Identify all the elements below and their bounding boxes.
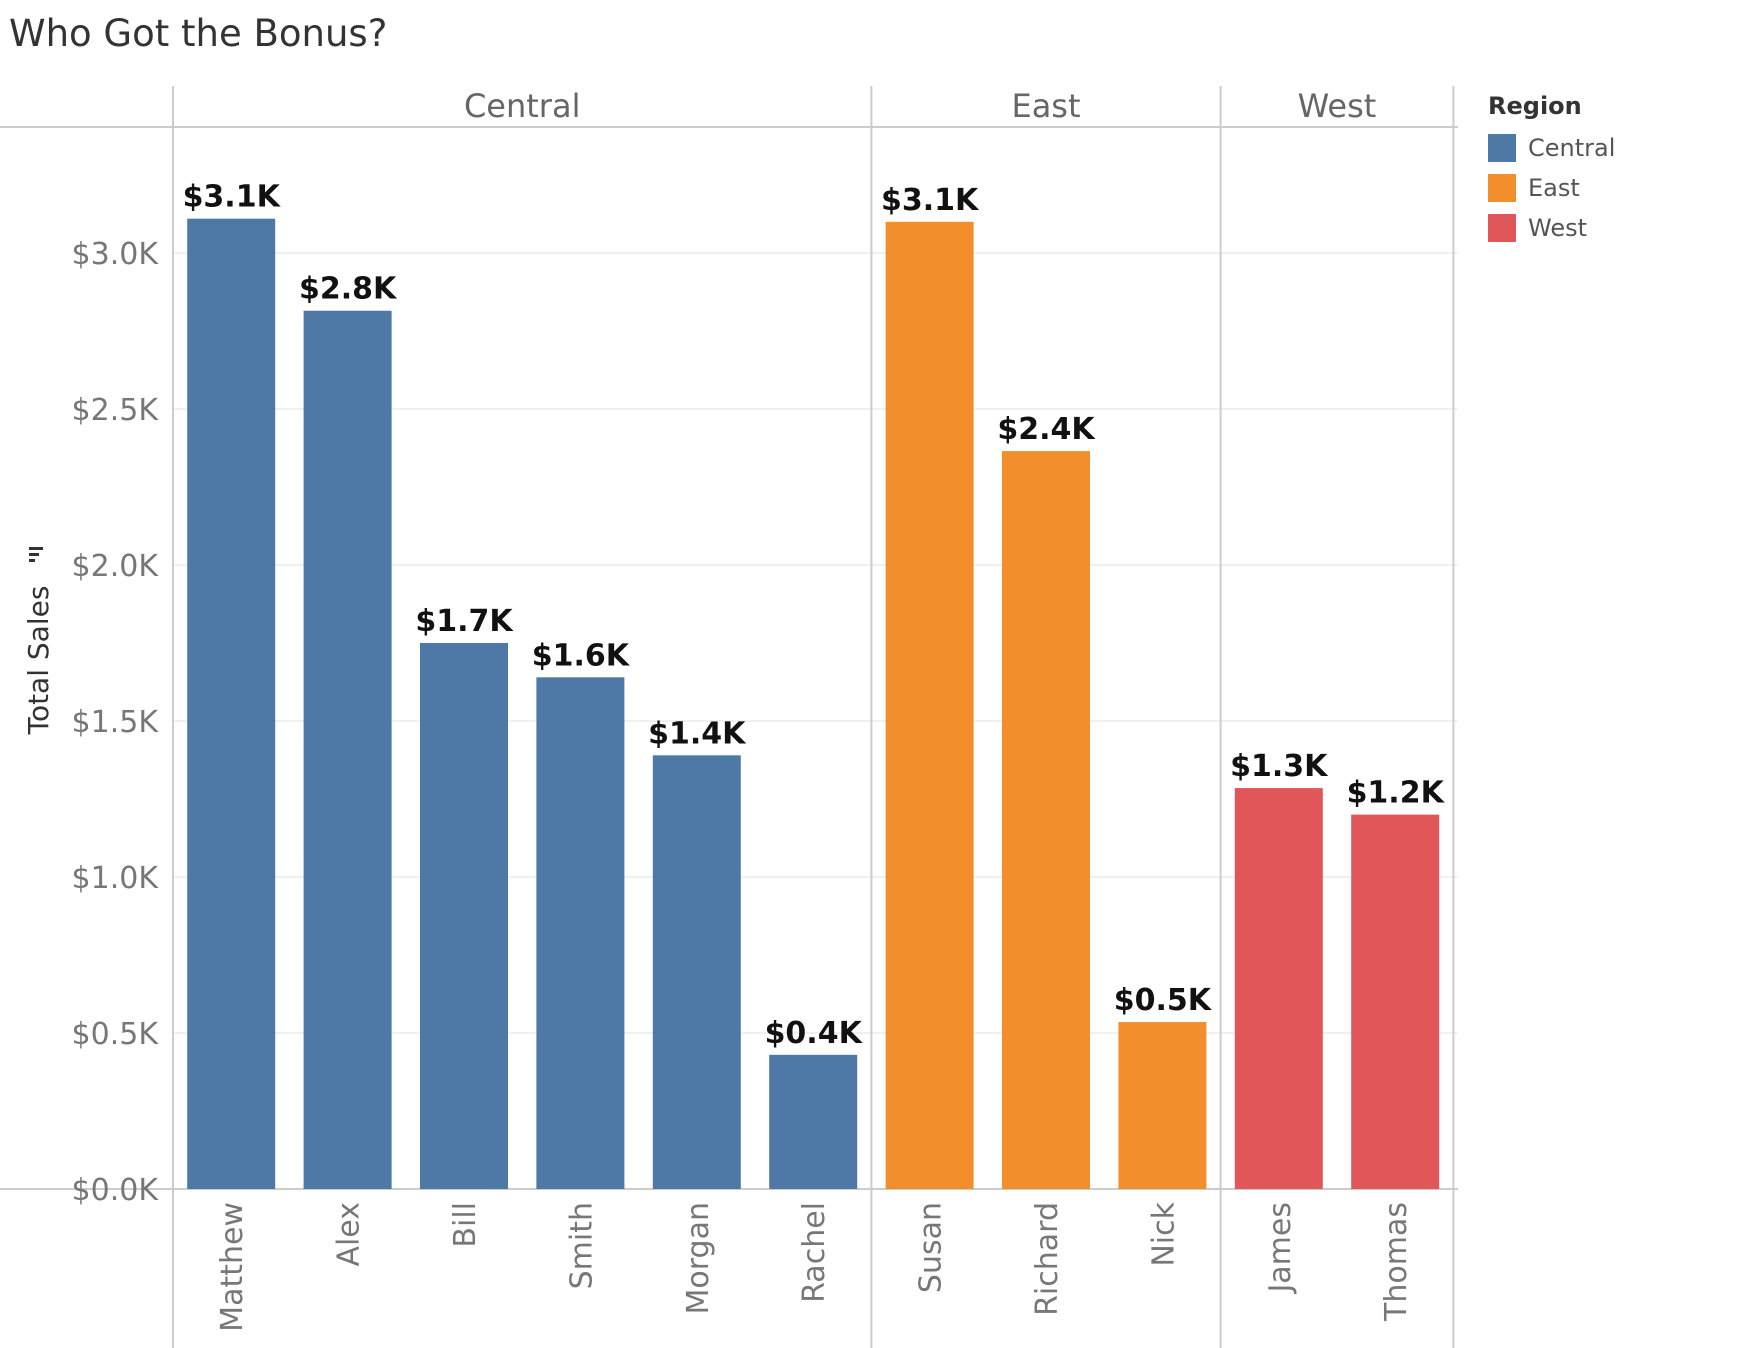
x-tick-label: Nick xyxy=(1146,1201,1181,1266)
y-tick-label: $1.5K xyxy=(72,705,160,740)
sort-icon[interactable] xyxy=(29,547,43,562)
y-axis-title[interactable]: Total Sales xyxy=(22,586,55,736)
data-label: $1.4K xyxy=(648,716,747,751)
bar xyxy=(1234,788,1323,1189)
x-tick-label: James xyxy=(1263,1202,1298,1295)
legend-swatch xyxy=(1488,214,1516,242)
data-label: $3.1K xyxy=(881,183,980,218)
y-tick-label: $3.0K xyxy=(72,237,160,272)
chart-title: Who Got the Bonus? xyxy=(9,12,388,55)
legend-swatch xyxy=(1488,134,1516,162)
data-label: $2.4K xyxy=(997,412,1096,447)
legend-item-central[interactable]: Central xyxy=(1488,128,1615,168)
legend-item-west[interactable]: West xyxy=(1488,208,1615,248)
bar xyxy=(187,218,276,1189)
x-tick-label: Smith xyxy=(564,1202,599,1289)
data-labels: $3.1K $2.8K $1.7K $1.6K $1.4K $0.4K $3.1K $2.4K… xyxy=(183,180,1446,1051)
data-label: $3.1K xyxy=(183,180,282,215)
y-tick-label: $0.0K xyxy=(72,1173,160,1208)
x-tick-label: Alex xyxy=(332,1202,367,1267)
bar xyxy=(420,643,508,1189)
data-label: $1.7K xyxy=(415,604,514,639)
x-tick-label: Morgan xyxy=(681,1202,716,1315)
x-tick-label: Thomas xyxy=(1379,1202,1414,1322)
data-label: $1.6K xyxy=(532,638,631,673)
x-tick-label: Susan xyxy=(914,1202,949,1293)
x-tick-label: Matthew xyxy=(215,1202,250,1332)
bar xyxy=(769,1054,858,1189)
legend-label: West xyxy=(1528,214,1588,242)
data-label: $2.8K xyxy=(299,272,398,307)
bars xyxy=(187,218,1440,1190)
region-header: Central xyxy=(464,87,581,125)
bar xyxy=(536,677,625,1189)
data-label: $1.2K xyxy=(1347,776,1446,811)
bar xyxy=(1351,814,1440,1189)
bar xyxy=(303,310,392,1190)
legend: Region Central East West xyxy=(1488,92,1615,248)
legend-title: Region xyxy=(1488,92,1582,120)
x-tick-label: Rachel xyxy=(797,1202,832,1303)
legend-swatch xyxy=(1488,174,1516,202)
y-tick-label: $1.0K xyxy=(72,861,160,896)
bar xyxy=(652,755,741,1189)
y-tick-label: $2.5K xyxy=(72,393,160,428)
y-axis: Total Sales $0.0K $0.5K $1.0K $1.5K $2.0K $2.… xyxy=(22,237,159,1208)
x-tick-label: Richard xyxy=(1030,1202,1065,1316)
x-axis: Matthew Alex Bill Smith Morgan Rachel Susan Ric… xyxy=(215,1201,1414,1331)
legend-label: Central xyxy=(1528,134,1616,162)
legend-label: East xyxy=(1528,174,1580,202)
legend-item-east[interactable]: East xyxy=(1488,168,1615,208)
bar xyxy=(1118,1022,1207,1189)
bar xyxy=(885,221,974,1190)
region-header: East xyxy=(1011,87,1080,125)
data-label: $0.4K xyxy=(765,1016,864,1051)
x-tick-label: Bill xyxy=(448,1202,483,1248)
region-headers: Central East West xyxy=(464,87,1376,125)
data-label: $1.3K xyxy=(1230,749,1329,784)
bar xyxy=(1002,451,1090,1189)
data-label: $0.5K xyxy=(1114,983,1213,1018)
bar-chart: $3.1K $2.8K $1.7K $1.6K $1.4K $0.4K $3.1K $2.4K… xyxy=(0,86,1458,1348)
region-header: West xyxy=(1298,87,1377,125)
y-tick-label: $2.0K xyxy=(72,549,160,584)
y-tick-label: $0.5K xyxy=(72,1017,160,1052)
